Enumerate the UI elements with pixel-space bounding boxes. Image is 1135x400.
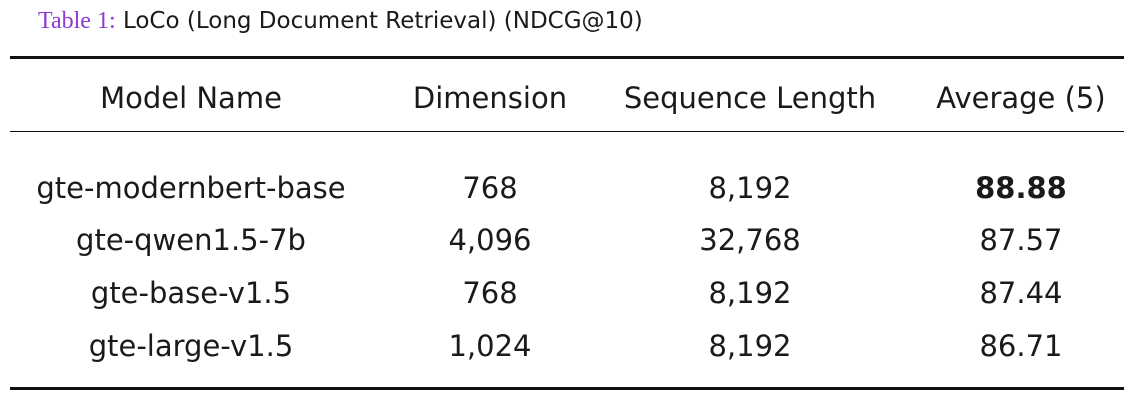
bottom-rule bbox=[10, 387, 1124, 390]
table-cell: 87.44 bbox=[979, 276, 1063, 310]
table-cell: 8,192 bbox=[708, 171, 792, 205]
table-cell: 1,024 bbox=[448, 329, 532, 363]
table-cell: gte-qwen1.5-7b bbox=[76, 223, 306, 257]
table-cell: 768 bbox=[462, 171, 518, 205]
top-rule bbox=[10, 56, 1124, 59]
caption-text: LoCo (Long Document Retrieval) (NDCG@10) bbox=[122, 8, 643, 34]
table-cell: 8,192 bbox=[708, 276, 792, 310]
table-cell: 4,096 bbox=[448, 223, 532, 257]
table-caption: Table 1: LoCo (Long Document Retrieval) … bbox=[38, 8, 643, 35]
header-cell: Dimension bbox=[412, 81, 568, 115]
table-cell: gte-large-v1.5 bbox=[88, 329, 294, 363]
table-cell: gte-base-v1.5 bbox=[90, 276, 292, 310]
table-cell: 86.71 bbox=[979, 329, 1063, 363]
table-cell: 8,192 bbox=[708, 329, 792, 363]
table-cell: 768 bbox=[462, 276, 518, 310]
table-cell: 32,768 bbox=[699, 223, 801, 257]
table-cell: 88.88 bbox=[975, 171, 1067, 205]
header-cell: Sequence Length bbox=[623, 81, 877, 115]
mid-rule bbox=[10, 131, 1124, 132]
table-cell: gte-modernbert-base bbox=[36, 171, 346, 205]
table-cell: 87.57 bbox=[979, 223, 1063, 257]
caption-label: Table 1: bbox=[38, 8, 116, 34]
header-cell: Model Name bbox=[100, 81, 282, 115]
header-cell: Average (5) bbox=[936, 81, 1106, 115]
